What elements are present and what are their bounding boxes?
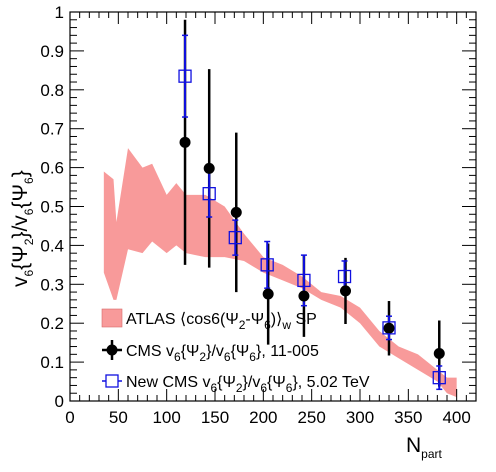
- x-tick-label: 150: [201, 408, 229, 427]
- legend-key-atlas: [101, 308, 123, 328]
- x-tick-label: 300: [346, 408, 374, 427]
- y-tick-label: 0: [55, 392, 64, 411]
- axis-layer: 0 50 100 150 200 250 300 350 400 0 0.1 0.2 0.3 0.4 0.5…: [40, 3, 477, 427]
- legend-item-cms_new: New CMS v6{Ψ2}/v6{Ψ6}, 5.02 TeV: [102, 374, 370, 395]
- x-tick-label: 400: [442, 408, 470, 427]
- y-tick-label: 0.2: [40, 314, 64, 333]
- atlas-band: [103, 148, 457, 398]
- cms_new-point: [202, 187, 216, 201]
- x-tick-label: 200: [249, 408, 277, 427]
- cms_new-point: [228, 230, 242, 245]
- legend-key-cms-old: [106, 344, 118, 356]
- cms_old-point: [383, 322, 395, 334]
- x-tick-label: 100: [152, 408, 180, 427]
- cms_old-point: [230, 206, 242, 218]
- cms_new-point: [337, 269, 352, 284]
- cms_new-point: [297, 273, 311, 288]
- cms_new-point: [178, 69, 192, 83]
- y-tick-label: 1: [55, 3, 64, 22]
- legend-item-cms_old: CMS v6{Ψ2}/v6{Ψ6}, 11-005: [102, 340, 319, 364]
- x-tick-label: 50: [109, 408, 128, 427]
- y-tick-label: 0.5: [40, 198, 64, 217]
- cms_old-point: [433, 348, 445, 360]
- x-tick-label: 250: [297, 408, 325, 427]
- x-axis-title: Npart: [406, 434, 443, 461]
- y-tick-label: 0.4: [40, 236, 64, 255]
- cms_new-point: [260, 258, 274, 272]
- atlas-band-layer: [103, 148, 457, 398]
- y-tick-label: 0.3: [40, 275, 64, 294]
- cms_old-point: [179, 136, 191, 148]
- x-tick-label: 0: [65, 408, 74, 427]
- cms_old-point: [262, 288, 274, 300]
- y-tick-label: 0.9: [40, 42, 64, 61]
- legend-label-cms_old: CMS v6{Ψ2}/v6{Ψ6}, 11-005: [126, 343, 319, 364]
- cms_new-point: [432, 371, 446, 385]
- y-tick-label: 0.7: [40, 120, 64, 139]
- legend-item-atlas: ATLAS ⟨cos6(Ψ2-Ψ6)⟩w SP: [101, 308, 317, 332]
- legend-key-cms-new: [105, 374, 119, 388]
- marker-layer: [178, 69, 446, 385]
- legend-label-atlas: ATLAS ⟨cos6(Ψ2-Ψ6)⟩w SP: [126, 311, 317, 332]
- legend-label-cms_new: New CMS v6{Ψ2}/v6{Ψ6}, 5.02 TeV: [126, 374, 370, 395]
- x-tick-label: 350: [394, 408, 422, 427]
- cms_old-point: [340, 285, 351, 297]
- legend: ATLAS ⟨cos6(Ψ2-Ψ6)⟩w SP CMS v6{Ψ2}/v6{Ψ6}…: [101, 308, 370, 395]
- cms_new-point: [382, 321, 396, 335]
- y-tick-label: 0.6: [40, 159, 64, 178]
- cms_old-point: [203, 162, 215, 174]
- axis-titles: Npart v6{Ψ2}/v6{Ψ6}: [9, 170, 443, 461]
- y-tick-label: 0.8: [40, 81, 64, 100]
- y-tick-label: 0.1: [40, 353, 64, 372]
- y-axis-title: v6{Ψ2}/v6{Ψ6}: [9, 170, 36, 287]
- cms_old-point: [298, 290, 310, 302]
